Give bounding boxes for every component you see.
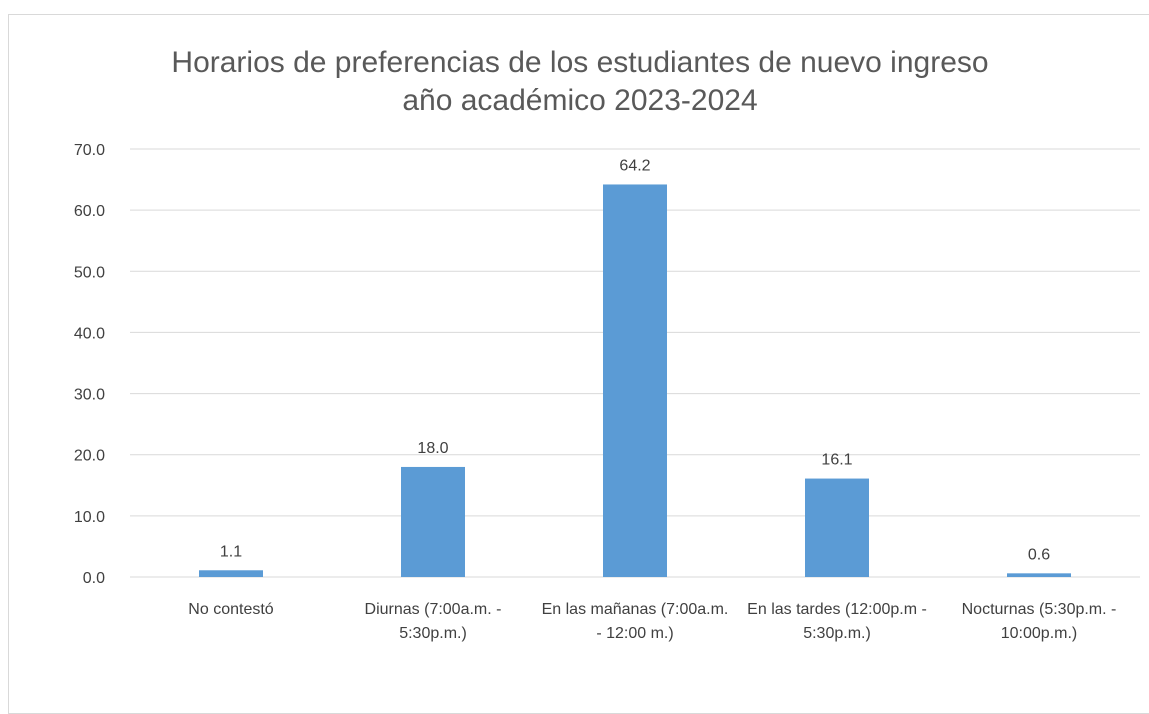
- bar: [199, 570, 263, 577]
- data-label: 0.6: [1028, 546, 1050, 563]
- y-tick-label: 60.0: [74, 203, 105, 220]
- x-tick-label: Diurnas (7:00a.m. - 5:30p.m.): [364, 601, 502, 642]
- x-tick-label: Nocturnas (5:30p.m. - 10:00p.m.): [961, 601, 1117, 642]
- bar: [805, 478, 869, 577]
- x-tick-label: En las mañanas (7:00a.m. - 12:00 m.): [541, 601, 729, 642]
- x-tick-label: No contestó: [188, 601, 274, 618]
- data-label: 18.0: [417, 440, 448, 457]
- bar: [1007, 573, 1071, 577]
- chart: 0.0 10.0 20.0 30.0 40.0 50.0 60.0 70.0 1.1 18.0 64…: [74, 142, 1140, 587]
- y-tick-label: 30.0: [74, 387, 105, 404]
- data-label: 1.1: [220, 543, 242, 560]
- y-tick-label: 70.0: [74, 142, 105, 159]
- data-label: 64.2: [619, 157, 650, 174]
- y-tick-label: 10.0: [74, 509, 105, 526]
- data-label: 16.1: [821, 452, 852, 469]
- chart-title: Horarios de preferencias de los estudian…: [171, 46, 989, 117]
- bar: [603, 184, 667, 577]
- y-tick-label: 0.0: [83, 570, 105, 587]
- y-tick-label: 50.0: [74, 264, 105, 281]
- y-tick-label: 20.0: [74, 448, 105, 465]
- page: Horarios de preferencias de los estudian…: [8, 14, 1149, 714]
- x-tick-label: En las tardes (12:00p.m - 5:30p.m.): [747, 601, 927, 642]
- bar: [401, 466, 465, 577]
- y-tick-label: 40.0: [74, 325, 105, 342]
